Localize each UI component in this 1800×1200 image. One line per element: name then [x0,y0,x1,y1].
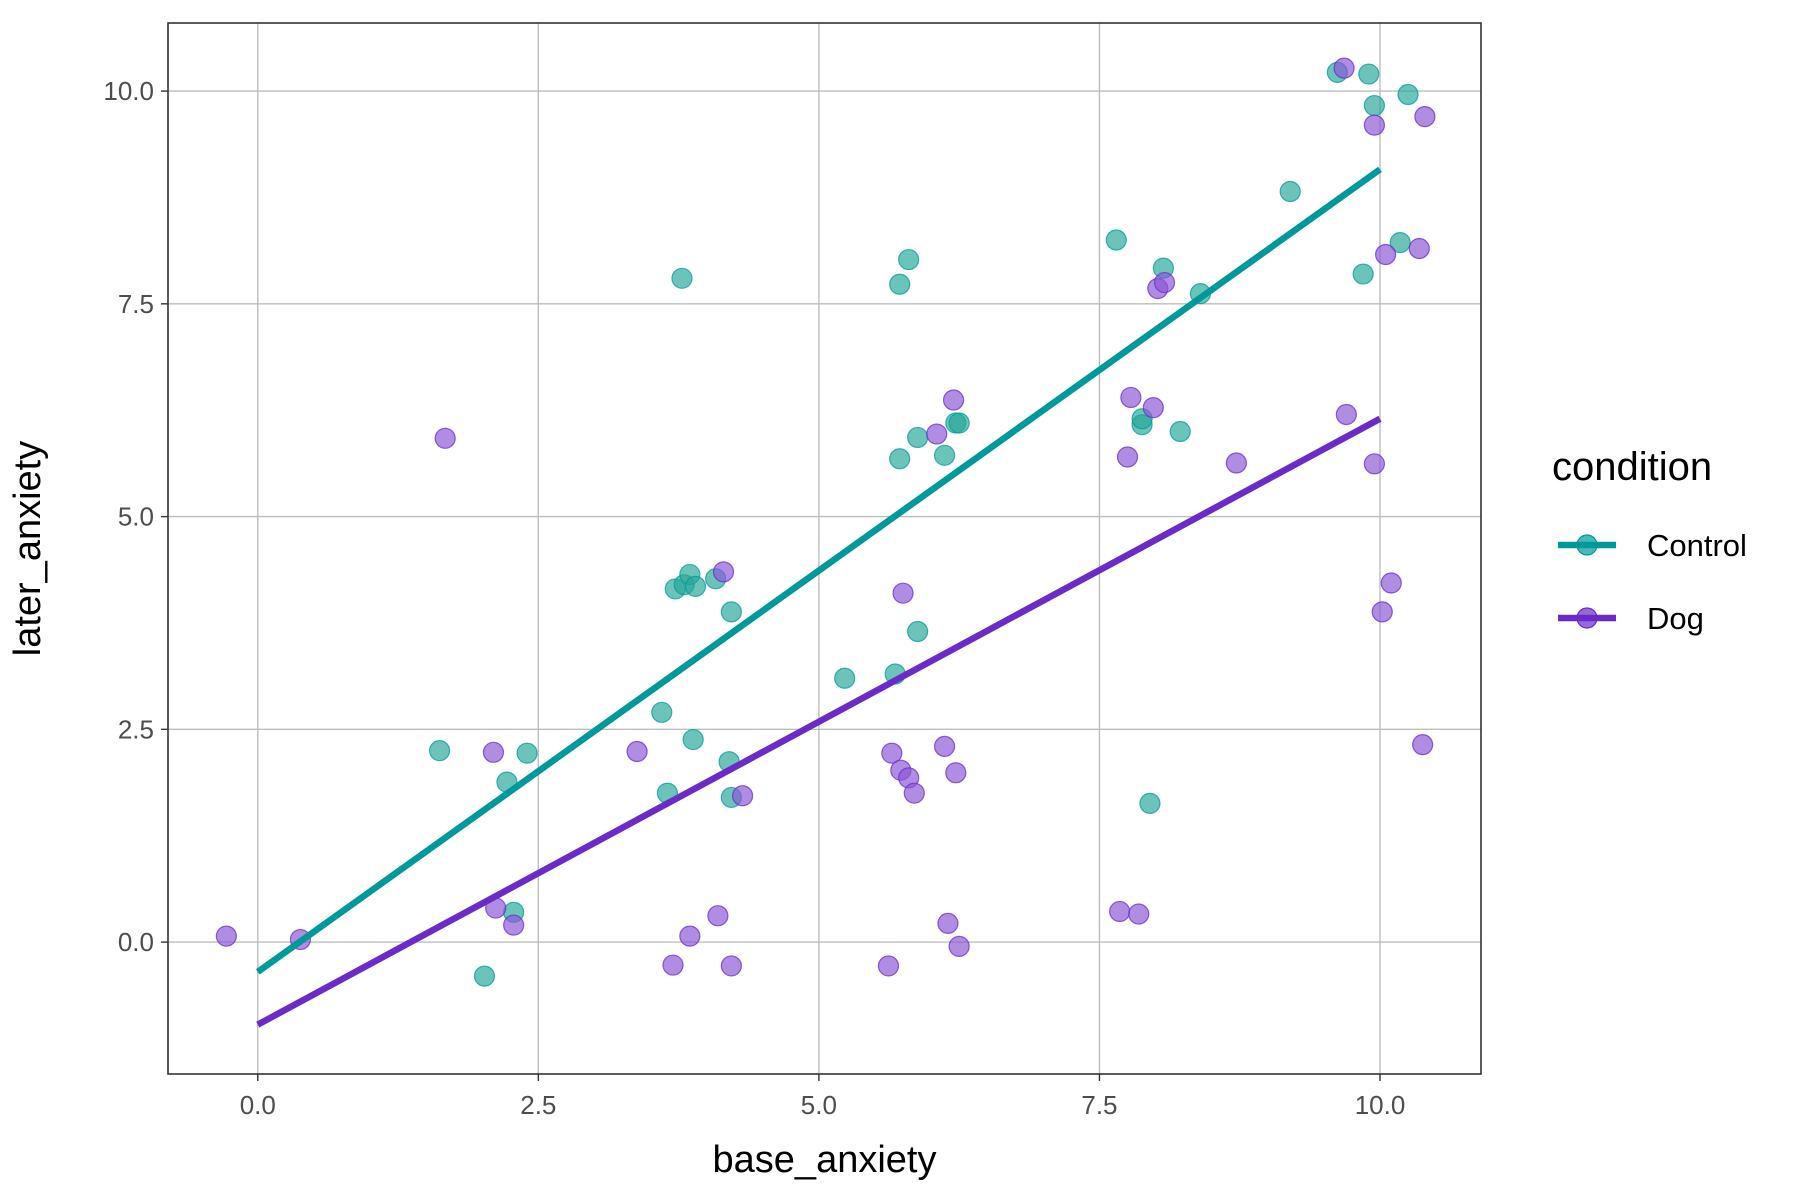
legend-label-dog: Dog [1647,601,1704,636]
x-tick-label: 10.0 [1355,1090,1406,1120]
data-point-dog [1371,601,1393,623]
plot-panel-border [167,22,1482,1075]
data-point-control [428,740,451,762]
y-tick-label: 7.5 [118,289,154,319]
data-point-dog [503,914,525,936]
data-point-dog [1142,397,1164,419]
data-point-control [1352,263,1374,285]
data-point-dog [945,762,967,784]
data-point-dog [720,955,742,977]
y-axis-title: later_anxiety [7,441,49,656]
legend-key-point [1576,534,1598,556]
y-tick-label: 10.0 [103,76,154,106]
data-point-dog [1153,271,1176,294]
data-point-dog [1363,114,1385,136]
fit-line-control [255,166,1382,975]
data-point-control [651,701,673,723]
data-point-dog [1414,106,1436,128]
data-point-dog [1225,452,1247,474]
data-point-control [889,448,911,470]
legend-title: condition [1552,445,1712,489]
data-point-control [682,728,704,751]
data-point-dog [892,582,914,604]
x-axis-title: base_anxiety [713,1139,937,1181]
data-point-dog [731,785,754,807]
data-point-control [948,412,970,434]
data-point-dog [1335,403,1357,426]
data-point-control [1105,229,1127,251]
data-point-control [1358,63,1380,85]
data-point-control [720,601,742,623]
y-axis-ticks: 0.0 2.5 5.0 7.5 10.0 [103,76,168,957]
data-point-dog [1363,453,1385,475]
data-point-dog [1333,57,1355,79]
data-point-control [889,273,911,295]
data-point-dog [1380,572,1402,594]
data-point-dog [1109,900,1131,923]
x-tick-label: 7.5 [1081,1090,1117,1120]
data-point-control [933,444,956,466]
data-point-control [1363,94,1385,117]
y-tick-label: 2.5 [118,714,154,744]
data-point-control [516,742,538,764]
data-point-dog [942,389,965,411]
legend: condition Control Dog [1552,445,1747,636]
data-point-control [684,575,707,597]
x-tick-label: 5.0 [801,1090,837,1120]
data-point-dog [926,423,948,445]
data-point-dog [1408,237,1430,260]
data-point-dog [1120,386,1142,409]
fit-lines [255,166,1382,1028]
data-point-dog [482,741,505,763]
data-point-control [1389,231,1411,254]
data-point-dog [1116,446,1139,468]
data-point-dog [1412,734,1434,756]
data-point-dog [877,955,900,977]
data-point-dog [948,935,970,957]
data-point-dog [881,742,903,764]
data-point-control [898,248,920,271]
x-tick-label: 0.0 [240,1090,276,1120]
data-point-control [1397,83,1419,106]
legend-label-control: Control [1647,528,1747,563]
data-point-dog [1375,243,1397,266]
data-point-control [834,667,856,689]
data-points [215,57,1436,987]
data-point-dog [903,782,925,804]
y-tick-label: 0.0 [118,927,154,957]
data-point-dog [937,912,959,934]
grid-lines [168,23,1481,1074]
y-tick-label: 5.0 [118,502,154,532]
data-point-dog [707,905,729,927]
data-point-control [907,620,929,643]
data-point-control [907,426,929,449]
x-tick-label: 2.5 [520,1090,556,1120]
data-point-dog [434,427,456,449]
legend-key-point [1576,607,1598,629]
data-point-dog [712,561,735,583]
data-point-dog [1128,903,1150,925]
data-point-control [473,965,496,987]
data-point-control [1279,180,1301,203]
fit-line-dog [256,415,1382,1028]
data-point-control [1139,792,1161,814]
data-point-control [671,267,693,289]
x-axis-ticks: 0.0 2.5 5.0 7.5 10.0 [240,1074,1406,1120]
data-point-dog [626,740,648,763]
data-point-control [1169,420,1191,443]
data-point-dog [679,925,701,947]
data-point-dog [215,925,237,947]
data-point-dog [933,735,956,757]
data-point-dog [662,954,684,976]
